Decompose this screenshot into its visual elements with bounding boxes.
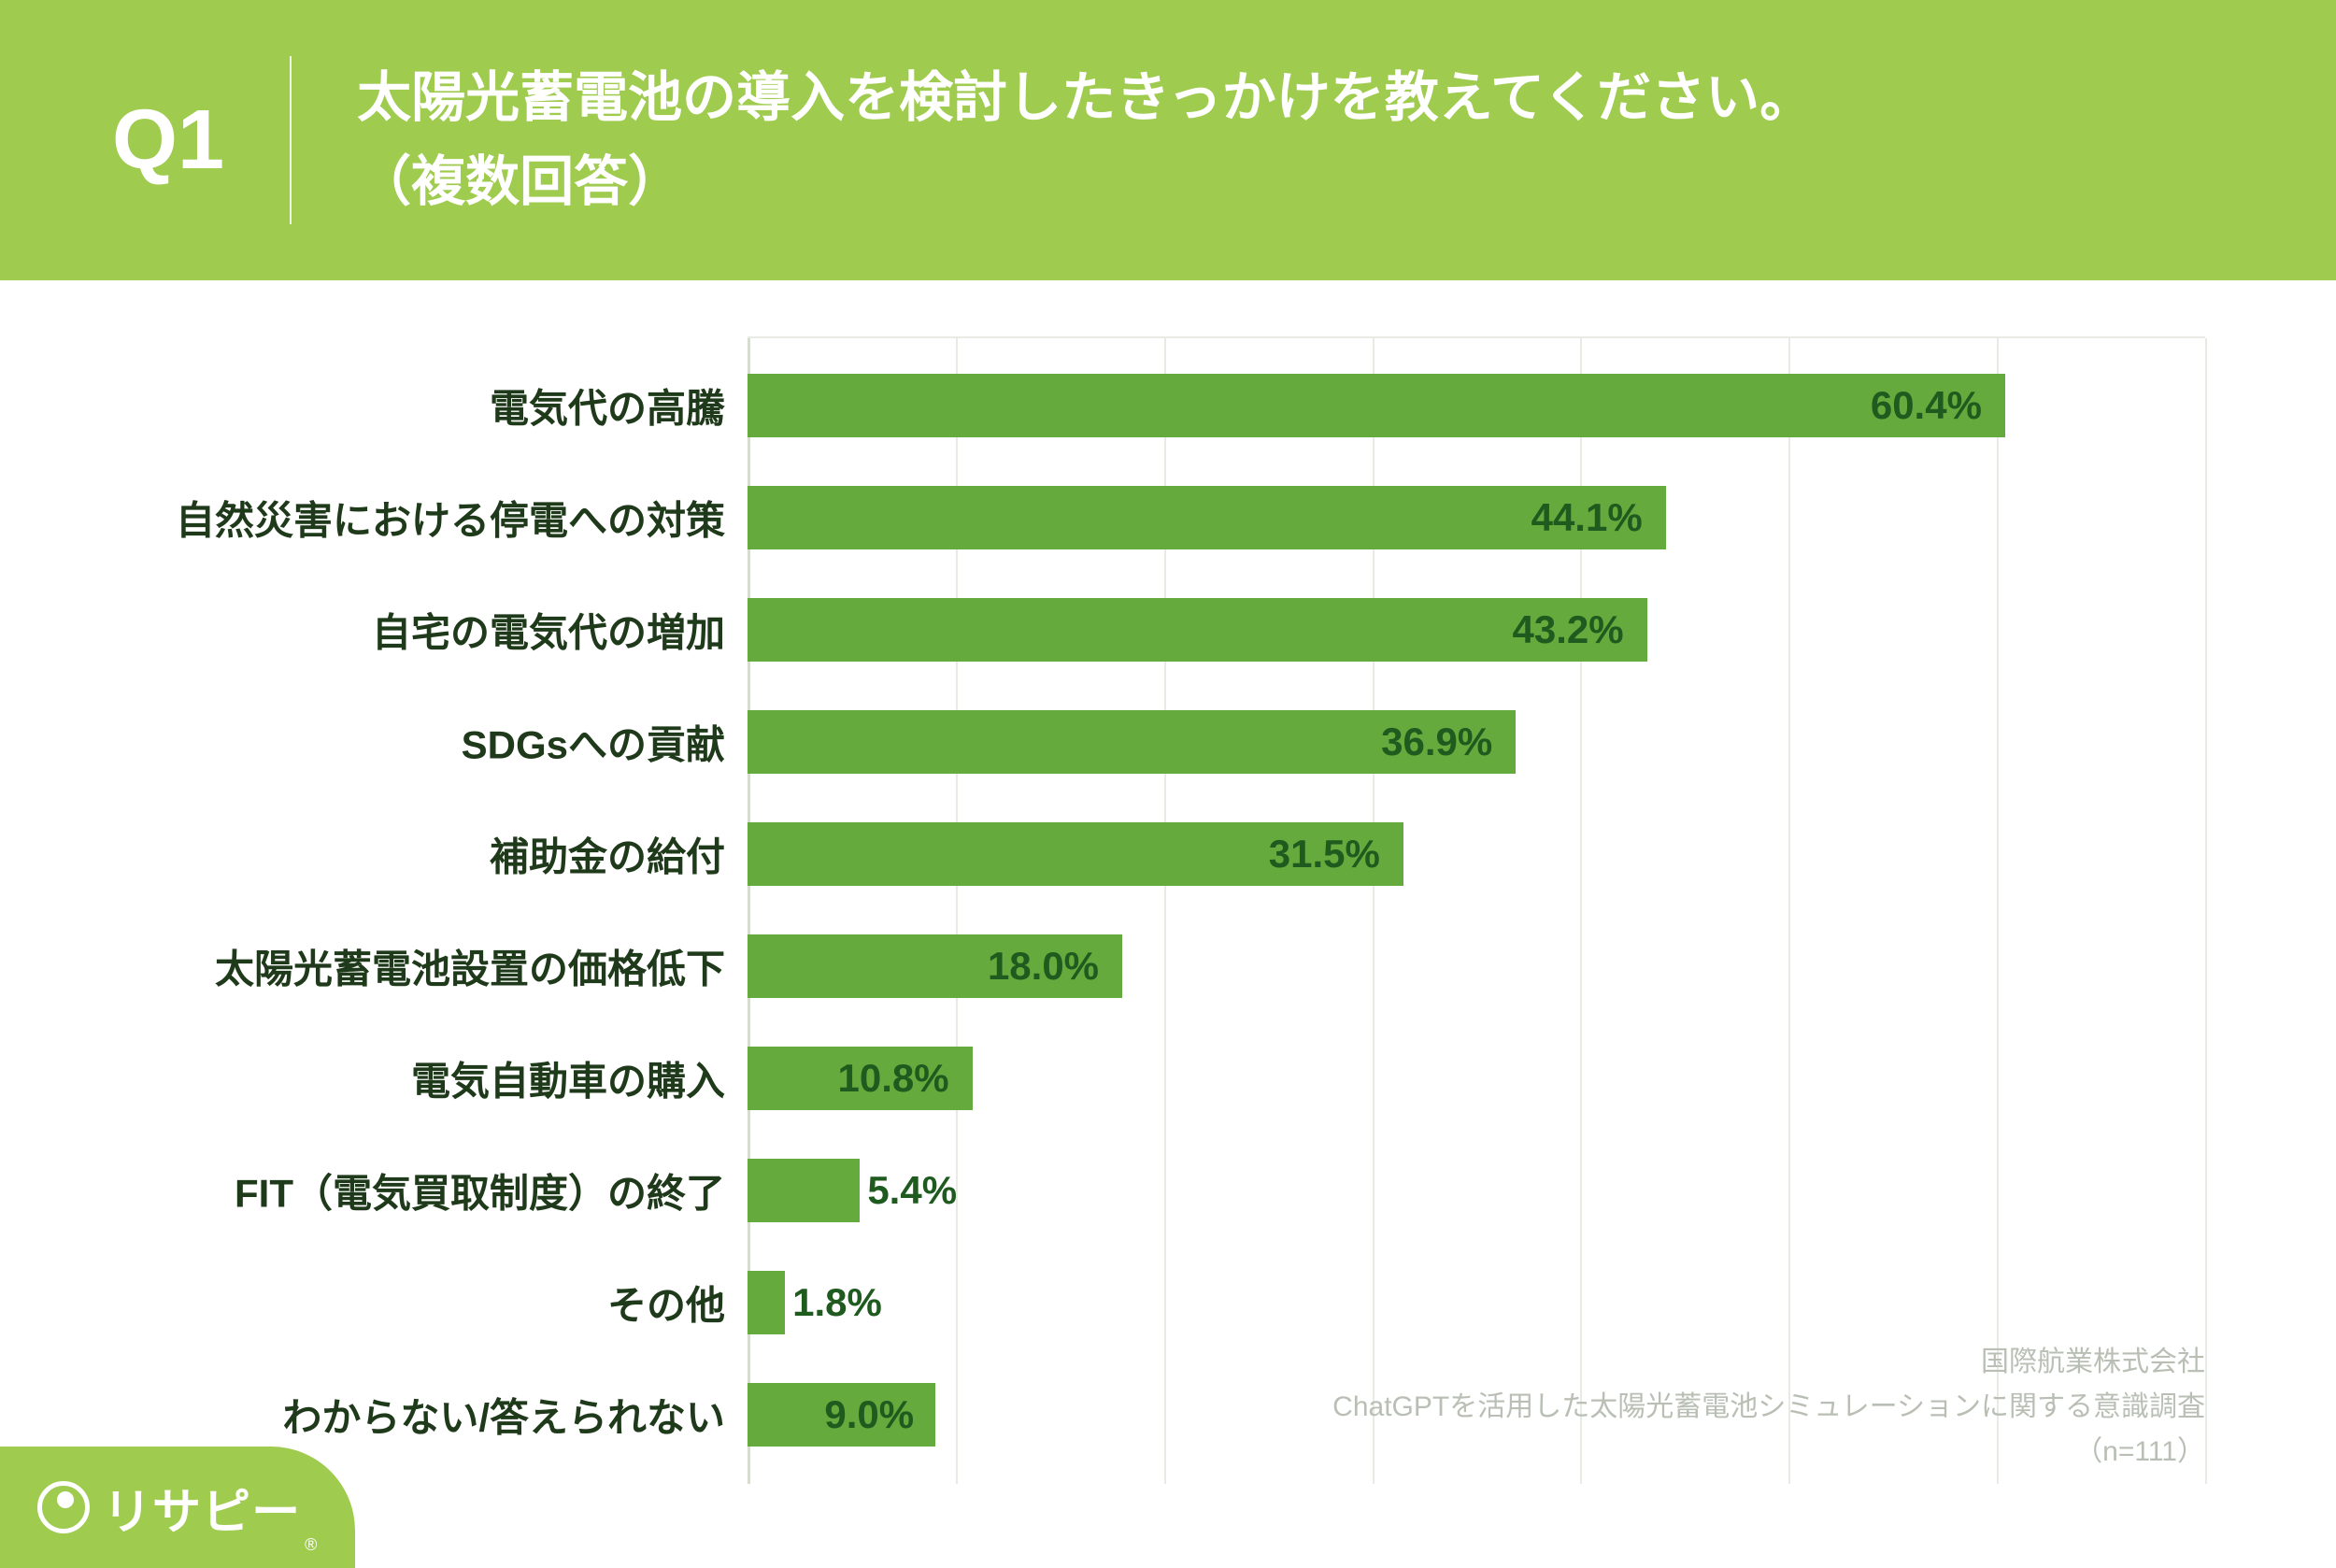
bar-track: 36.9% — [748, 710, 2205, 774]
bar-label: FIT（電気買取制度）の終了 — [235, 1162, 725, 1219]
bar-value: 60.4% — [1871, 383, 1982, 428]
bar-row: 電気代の高騰 60.4% — [93, 374, 2243, 437]
bar-row: 自宅の電気代の増加 43.2% — [93, 598, 2243, 662]
bar-track: 43.2% — [748, 598, 2205, 662]
source-line: 国際航業株式会社 — [1332, 1340, 2205, 1385]
bar-row: 電気自動車の購入 10.8% — [93, 1047, 2243, 1110]
bar-label: 自然災害における停電への対策 — [176, 490, 725, 547]
bar-value: 1.8% — [792, 1280, 882, 1325]
bar-row: 自然災害における停電への対策 44.1% — [93, 486, 2243, 549]
bar-row: SDGsへの貢献 36.9% — [93, 710, 2243, 774]
bar-track: 5.4% — [748, 1159, 2205, 1222]
bar-value: 31.5% — [1269, 832, 1380, 877]
bar-track: 1.8% — [748, 1271, 2205, 1334]
bar-label: 補助金の給付 — [490, 826, 725, 883]
bar-track: 18.0% — [748, 934, 2205, 998]
bar-label: 電気自動車の購入 — [411, 1050, 725, 1107]
slide: Q1 太陽光蓄電池の導入を検討したきっかけを教えてください。 （複数回答） 電気… — [0, 0, 2336, 1568]
bar-chart: 電気代の高騰 60.4% 自然災害における停電への対策 44.1% 自宅の電気代の増加 4… — [93, 336, 2243, 1484]
bar-value: 10.8% — [837, 1056, 948, 1101]
question-title-line1: 太陽光蓄電池の導入を検討したきっかけを教えてください。 — [357, 67, 1814, 128]
bar-value: 44.1% — [1531, 495, 1643, 540]
bar — [748, 486, 1666, 549]
bar-row: 太陽光蓄電池設置の価格低下 18.0% — [93, 934, 2243, 998]
chart-area: 電気代の高騰 60.4% 自然災害における停電への対策 44.1% 自宅の電気代の増加 4… — [93, 336, 2243, 1484]
bar-track: 10.8% — [748, 1047, 2205, 1110]
bar-value: 43.2% — [1513, 607, 1624, 652]
logo-icon — [37, 1481, 90, 1533]
bar-value: 9.0% — [824, 1392, 914, 1437]
bar-value: 18.0% — [988, 944, 1099, 989]
header-banner: Q1 太陽光蓄電池の導入を検討したきっかけを教えてください。 （複数回答） — [0, 0, 2336, 280]
bar-label: SDGsへの貢献 — [462, 714, 725, 771]
bar-track: 60.4% — [748, 374, 2205, 437]
bar-label: その他 — [607, 1275, 725, 1332]
bar-track: 31.5% — [748, 822, 2205, 886]
bar-row: 補助金の給付 31.5% — [93, 822, 2243, 886]
bar — [748, 1271, 785, 1334]
bar-track: 44.1% — [748, 486, 2205, 549]
bar — [748, 374, 2005, 437]
bar-value: 5.4% — [867, 1168, 957, 1213]
source-line: （n=111） — [1332, 1430, 2205, 1475]
logo-tab: リサピー ® — [0, 1447, 355, 1568]
bar-label: わからない/答えられない — [282, 1387, 725, 1444]
header-divider — [290, 56, 292, 224]
bar-label: 電気代の高騰 — [490, 378, 725, 435]
bar-label: 自宅の電気代の増加 — [372, 602, 725, 659]
logo-text: リサピー — [103, 1473, 301, 1543]
question-title: 太陽光蓄電池の導入を検討したきっかけを教えてください。 （複数回答） — [357, 56, 1814, 224]
logo-trademark: ® — [305, 1535, 317, 1568]
bar — [748, 1159, 860, 1222]
question-title-line2: （複数回答） — [357, 151, 682, 212]
bar-value: 36.9% — [1381, 720, 1492, 764]
bar-label: 太陽光蓄電池設置の価格低下 — [215, 938, 725, 995]
bar-row: その他 1.8% — [93, 1271, 2243, 1334]
question-number: Q1 — [112, 93, 290, 189]
source-line: ChatGPTを活用した太陽光蓄電池シミュレーションに関する意識調査 — [1332, 1385, 2205, 1430]
bar-row: FIT（電気買取制度）の終了 5.4% — [93, 1159, 2243, 1222]
source-credit: 国際航業株式会社 ChatGPTを活用した太陽光蓄電池シミュレーションに関する意… — [1332, 1340, 2205, 1475]
